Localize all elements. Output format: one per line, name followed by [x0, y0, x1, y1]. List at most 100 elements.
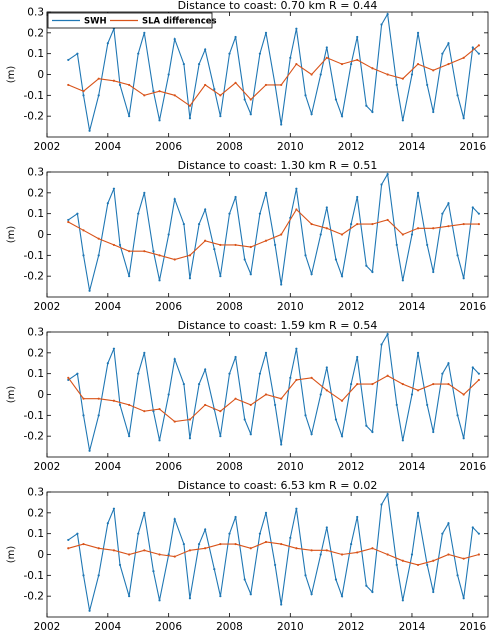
- data-point-sla: [325, 227, 328, 230]
- y-axis-label: (m): [6, 66, 17, 84]
- data-point-swh: [152, 250, 155, 253]
- data-point-sla: [188, 104, 192, 107]
- data-point-swh: [280, 603, 283, 606]
- data-point-swh: [441, 372, 444, 375]
- y-tick-label: 0: [37, 69, 44, 81]
- data-point-sla: [325, 549, 328, 552]
- data-point-sla: [204, 239, 207, 242]
- data-point-swh: [182, 62, 185, 66]
- data-point-swh: [447, 522, 450, 525]
- x-tick-label: 2004: [94, 141, 121, 153]
- data-point-swh: [82, 574, 85, 577]
- data-point-sla: [158, 553, 161, 556]
- data-point-swh: [304, 574, 307, 577]
- data-point-sla: [82, 397, 85, 400]
- data-point-sla: [280, 397, 283, 400]
- data-point-swh: [76, 212, 79, 215]
- data-point-sla: [128, 250, 131, 253]
- data-point-sla: [173, 420, 176, 423]
- x-tick-label: 2014: [399, 301, 426, 313]
- data-point-swh: [441, 532, 444, 535]
- data-point-swh: [112, 507, 116, 510]
- data-point-swh: [249, 112, 252, 116]
- data-point-swh: [340, 595, 344, 598]
- data-point-sla: [219, 410, 222, 413]
- data-point-swh: [356, 195, 359, 199]
- data-point-swh: [167, 393, 170, 396]
- data-point-sla: [356, 551, 359, 554]
- data-point-swh: [264, 511, 268, 514]
- data-point-swh: [167, 73, 170, 76]
- data-point-swh: [106, 522, 109, 525]
- data-point-swh: [310, 432, 313, 436]
- y-axis-label: (m): [6, 226, 17, 244]
- data-point-swh: [456, 94, 459, 97]
- data-point-sla: [112, 549, 116, 552]
- data-point-swh: [158, 119, 161, 122]
- data-point-swh: [365, 264, 368, 267]
- data-point-swh: [432, 270, 435, 274]
- data-point-sla: [143, 94, 146, 97]
- x-tick-label: 2012: [338, 141, 365, 153]
- data-point-swh: [97, 254, 100, 257]
- data-point-swh: [264, 351, 268, 354]
- data-point-sla: [128, 403, 131, 407]
- data-point-swh: [410, 393, 414, 396]
- data-point-swh: [197, 62, 201, 66]
- data-point-sla: [310, 549, 313, 552]
- data-point-swh: [386, 492, 389, 496]
- data-point-swh: [350, 62, 353, 66]
- data-point-swh: [137, 532, 140, 535]
- data-point-sla: [295, 378, 298, 382]
- data-point-sla: [143, 410, 146, 413]
- data-point-swh: [118, 563, 122, 567]
- data-point-swh: [477, 372, 480, 375]
- data-point-swh: [395, 243, 398, 247]
- data-point-swh: [310, 112, 313, 116]
- y-tick-label: -0.2: [24, 431, 45, 443]
- data-point-sla: [477, 553, 480, 556]
- x-tick-label: 2016: [459, 461, 486, 473]
- data-point-sla: [477, 44, 480, 47]
- data-point-swh: [371, 430, 374, 434]
- data-point-sla: [143, 250, 146, 253]
- data-point-sla: [188, 549, 192, 552]
- x-tick-label: 2008: [216, 621, 243, 633]
- data-point-sla: [340, 399, 344, 402]
- y-tick-label: 0.3: [27, 327, 44, 339]
- x-tick-label: 2008: [216, 461, 243, 473]
- data-point-swh: [234, 355, 237, 359]
- data-point-sla: [447, 62, 450, 66]
- x-tick-label: 2014: [399, 621, 426, 633]
- data-point-swh: [304, 414, 307, 417]
- data-point-swh: [380, 183, 383, 186]
- data-point-sla: [112, 243, 116, 247]
- data-point-sla: [416, 389, 420, 392]
- data-point-swh: [264, 191, 268, 194]
- data-point-sla: [462, 393, 465, 396]
- data-point-sla: [249, 98, 252, 101]
- data-point-sla: [173, 555, 176, 558]
- data-point-swh: [243, 418, 246, 421]
- data-point-swh: [380, 23, 383, 26]
- data-point-swh: [143, 351, 146, 354]
- data-point-swh: [371, 110, 374, 114]
- x-tick-label: 2010: [277, 461, 304, 473]
- data-point-sla: [295, 62, 298, 66]
- data-point-swh: [356, 355, 359, 359]
- data-point-swh: [395, 563, 398, 567]
- data-point-swh: [426, 563, 429, 567]
- data-point-swh: [462, 437, 465, 440]
- data-point-swh: [350, 542, 353, 546]
- x-tick-label: 2014: [399, 461, 426, 473]
- data-point-swh: [295, 187, 298, 190]
- data-point-swh: [204, 368, 207, 371]
- y-tick-label: 0: [37, 229, 44, 241]
- x-tick-label: 2016: [459, 621, 486, 633]
- data-point-swh: [234, 195, 237, 199]
- data-point-swh: [304, 254, 307, 257]
- data-point-swh: [249, 272, 252, 276]
- data-point-swh: [173, 37, 176, 41]
- y-tick-label: 0.2: [27, 507, 44, 519]
- x-tick-label: 2002: [34, 301, 61, 313]
